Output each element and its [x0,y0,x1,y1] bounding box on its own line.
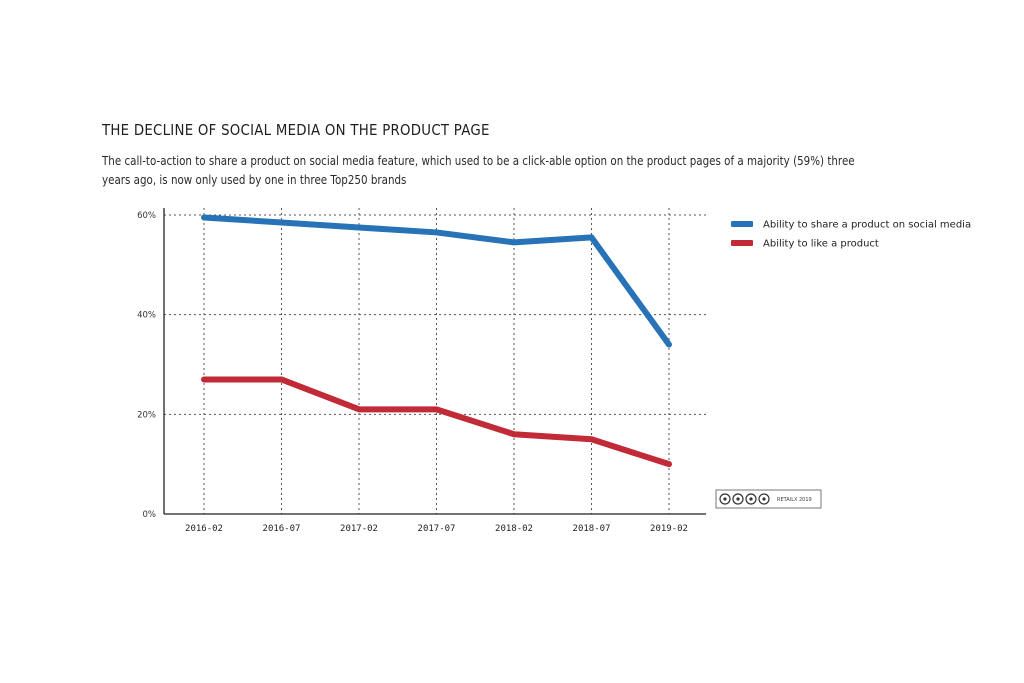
data-point [279,376,284,382]
y-tick-label: 20% [137,410,156,420]
y-tick-label: 60% [137,211,156,221]
data-point [666,342,672,348]
data-point [511,431,517,437]
data-point [356,406,362,412]
axes: 0% 20% 40% 60% 2016-02 2016-07 2017-02 2017-07 2… [137,208,706,534]
data-point [434,406,439,412]
y-tick-label: 0% [143,510,157,520]
x-tick-label: 2019-02 [650,524,688,534]
x-tick-label: 2018-07 [573,524,611,534]
credit-text: RETAILX 2019 [777,497,812,503]
data-point [201,214,207,220]
data-point [279,219,284,225]
data-point [511,239,517,245]
series-line [201,376,672,468]
legend-swatch [731,221,753,227]
data-point [589,234,594,240]
x-tick-label: 2016-07 [263,524,301,534]
cc-icon-glyph [723,497,727,501]
x-tick-label: 2018-02 [495,524,533,534]
data-point [666,461,672,467]
x-tick-label: 2017-02 [340,524,378,534]
legend-label: Ability to share a product on social med… [763,220,971,231]
grid [164,208,706,514]
y-tick-label: 40% [137,311,156,321]
legend: Ability to share a product on social med… [731,220,971,250]
legend-label: Ability to like a product [763,239,879,250]
chart-subtitle: The call-to-action to share a product on… [102,154,855,187]
data-point [356,224,362,230]
data-point [434,229,439,235]
series-line [201,214,672,348]
series-lines [201,214,672,468]
data-point [589,436,594,442]
legend-swatch [731,240,753,246]
nc-icon-glyph [749,497,753,501]
x-tick-label: 2016-02 [185,524,223,534]
license-credit: RETAILX 2019 [715,489,822,509]
x-tick-label: 2017-07 [418,524,456,534]
data-point [201,376,207,382]
nd-icon-glyph [762,497,766,501]
chart-title: THE DECLINE OF SOCIAL MEDIA ON THE PRODU… [102,121,490,139]
by-icon-glyph [736,497,740,501]
